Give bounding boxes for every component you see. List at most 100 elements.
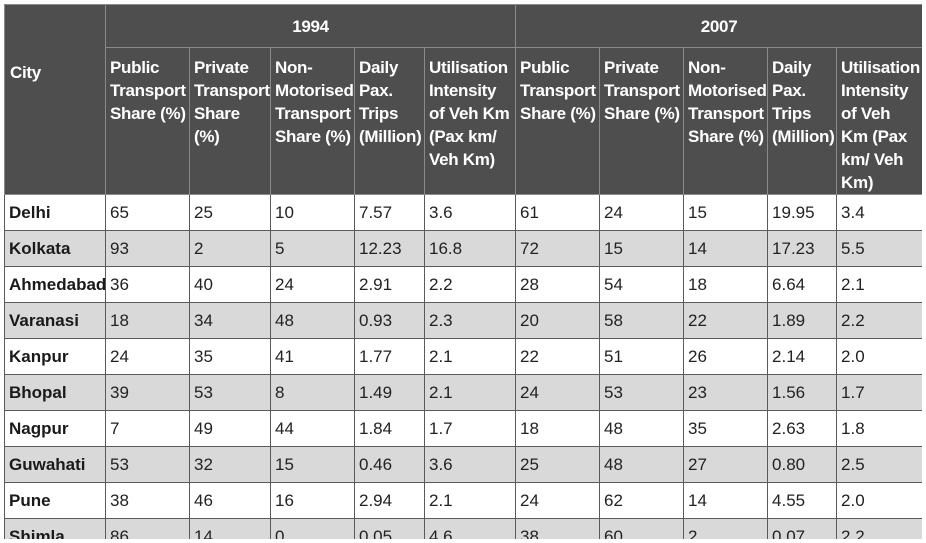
- table-cell: 24: [270, 266, 355, 303]
- table-row: Kolkata 93 2 5 12.23 16.8 72 15 14 17.23 5.5: [4, 230, 922, 267]
- table-cell: 16.8: [423, 230, 517, 267]
- table-row: Nagpur 7 49 44 1.84 1.7 18 48 35 2.63 1.8: [4, 410, 922, 447]
- table-cell: 20: [515, 302, 601, 339]
- table-cell: 2.1: [423, 338, 517, 375]
- row-city-name: Kolkata: [4, 230, 106, 267]
- table-cell: 26: [683, 338, 769, 375]
- table-cell: 12.23: [354, 230, 425, 267]
- column-header: Utilisation Intensity of Veh Km (Pax km/…: [836, 47, 922, 195]
- table-cell: 24: [515, 374, 601, 411]
- table-cell: 2.2: [836, 302, 922, 339]
- column-header: Public Transport Share (%): [515, 47, 601, 195]
- table-row: Ahmedabad 36 40 24 2.91 2.2 28 54 18 6.64 2.1: [4, 266, 922, 303]
- table-cell: 1.56: [767, 374, 838, 411]
- table-cell: 8: [270, 374, 355, 411]
- table-cell: 61: [515, 194, 601, 231]
- table-row: Kanpur 24 35 41 1.77 2.1 22 51 26 2.14 2.0: [4, 338, 922, 375]
- table-cell: 53: [189, 374, 271, 411]
- table-cell: 65: [105, 194, 190, 231]
- table-cell: 18: [683, 266, 769, 303]
- year-header-1994: 1994: [104, 4, 517, 48]
- table-cell: 86: [105, 518, 190, 539]
- table-cell: 1.7: [836, 374, 922, 411]
- transport-share-table: City 1994 2007 Public Transport Share (%…: [4, 4, 922, 539]
- column-header: Utilisation Intensity of Veh Km (Pax km/…: [423, 47, 517, 195]
- table-cell: 18: [515, 410, 601, 447]
- table-body: Delhi 65 25 10 7.57 3.6 61 24 15 19.95 3.4 Kolkata 9…: [4, 194, 922, 539]
- table-cell: 58: [599, 302, 685, 339]
- table-cell: 4.6: [423, 518, 517, 539]
- table-cell: 53: [105, 446, 190, 483]
- table-cell: 16: [270, 482, 355, 519]
- table-cell: 22: [515, 338, 601, 375]
- table-cell: 15: [599, 230, 685, 267]
- table-cell: 2.1: [423, 374, 517, 411]
- column-header: Daily Pax. Trips (Million): [354, 47, 425, 195]
- table-cell: 24: [105, 338, 190, 375]
- table-cell: 15: [270, 446, 355, 483]
- table-cell: 0.07: [767, 518, 838, 539]
- year-header-2007: 2007: [515, 4, 922, 48]
- table-row: Pune 38 46 16 2.94 2.1 24 62 14 4.55 2.0: [4, 482, 922, 519]
- table-cell: 2.91: [354, 266, 425, 303]
- table-cell: 62: [599, 482, 685, 519]
- table-cell: 46: [189, 482, 271, 519]
- column-header-city: City: [4, 4, 106, 195]
- table-cell: 36: [105, 266, 190, 303]
- table-cell: 3.4: [836, 194, 922, 231]
- table-cell: 23: [683, 374, 769, 411]
- table-cell: 14: [683, 482, 769, 519]
- table-cell: 2.0: [836, 338, 922, 375]
- table-cell: 2: [683, 518, 769, 539]
- row-city-name: Delhi: [4, 194, 106, 231]
- table-cell: 2.0: [836, 482, 922, 519]
- table-cell: 49: [189, 410, 271, 447]
- table-cell: 2.1: [836, 266, 922, 303]
- table-cell: 24: [515, 482, 601, 519]
- table-cell: 2.5: [836, 446, 922, 483]
- table-cell: 51: [599, 338, 685, 375]
- table-cell: 39: [105, 374, 190, 411]
- table-cell: 0.93: [354, 302, 425, 339]
- table-cell: 0.46: [354, 446, 425, 483]
- table-cell: 1.7: [423, 410, 517, 447]
- table-cell: 10: [270, 194, 355, 231]
- table-cell: 19.95: [767, 194, 838, 231]
- table-cell: 0.80: [767, 446, 838, 483]
- row-city-name: Ahmedabad: [4, 266, 106, 303]
- table-cell: 4.55: [767, 482, 838, 519]
- table-cell: 35: [683, 410, 769, 447]
- table-header: City 1994 2007 Public Transport Share (%…: [4, 4, 922, 195]
- table-cell: 48: [599, 410, 685, 447]
- column-header: Daily Pax. Trips (Million): [767, 47, 838, 195]
- table-cell: 25: [189, 194, 271, 231]
- table-cell: 0.05: [354, 518, 425, 539]
- table-cell: 5: [270, 230, 355, 267]
- table-cell: 60: [599, 518, 685, 539]
- table-cell: 40: [189, 266, 271, 303]
- table-cell: 48: [599, 446, 685, 483]
- table-cell: 2.2: [423, 266, 517, 303]
- table-cell: 41: [270, 338, 355, 375]
- table-cell: 2.2: [836, 518, 922, 539]
- table-cell: 14: [189, 518, 271, 539]
- table-cell: 24: [599, 194, 685, 231]
- table-cell: 2.3: [423, 302, 517, 339]
- table-cell: 1.77: [354, 338, 425, 375]
- row-city-name: Kanpur: [4, 338, 106, 375]
- table-cell: 28: [515, 266, 601, 303]
- table-cell: 25: [515, 446, 601, 483]
- header-columns-row: Public Transport Share (%) Private Trans…: [5, 47, 922, 195]
- table-cell: 1.84: [354, 410, 425, 447]
- table-cell: 3.6: [423, 194, 517, 231]
- table-cell: 38: [105, 482, 190, 519]
- table-cell: 2.1: [423, 482, 517, 519]
- row-city-name: Bhopal: [4, 374, 106, 411]
- header-year-row: City 1994 2007: [4, 4, 922, 195]
- column-header: Private Transport Share (%): [189, 47, 271, 195]
- table-cell: 72: [515, 230, 601, 267]
- table-cell: 1.89: [767, 302, 838, 339]
- table-cell: 54: [599, 266, 685, 303]
- table-cell: 2.94: [354, 482, 425, 519]
- table-cell: 1.8: [836, 410, 922, 447]
